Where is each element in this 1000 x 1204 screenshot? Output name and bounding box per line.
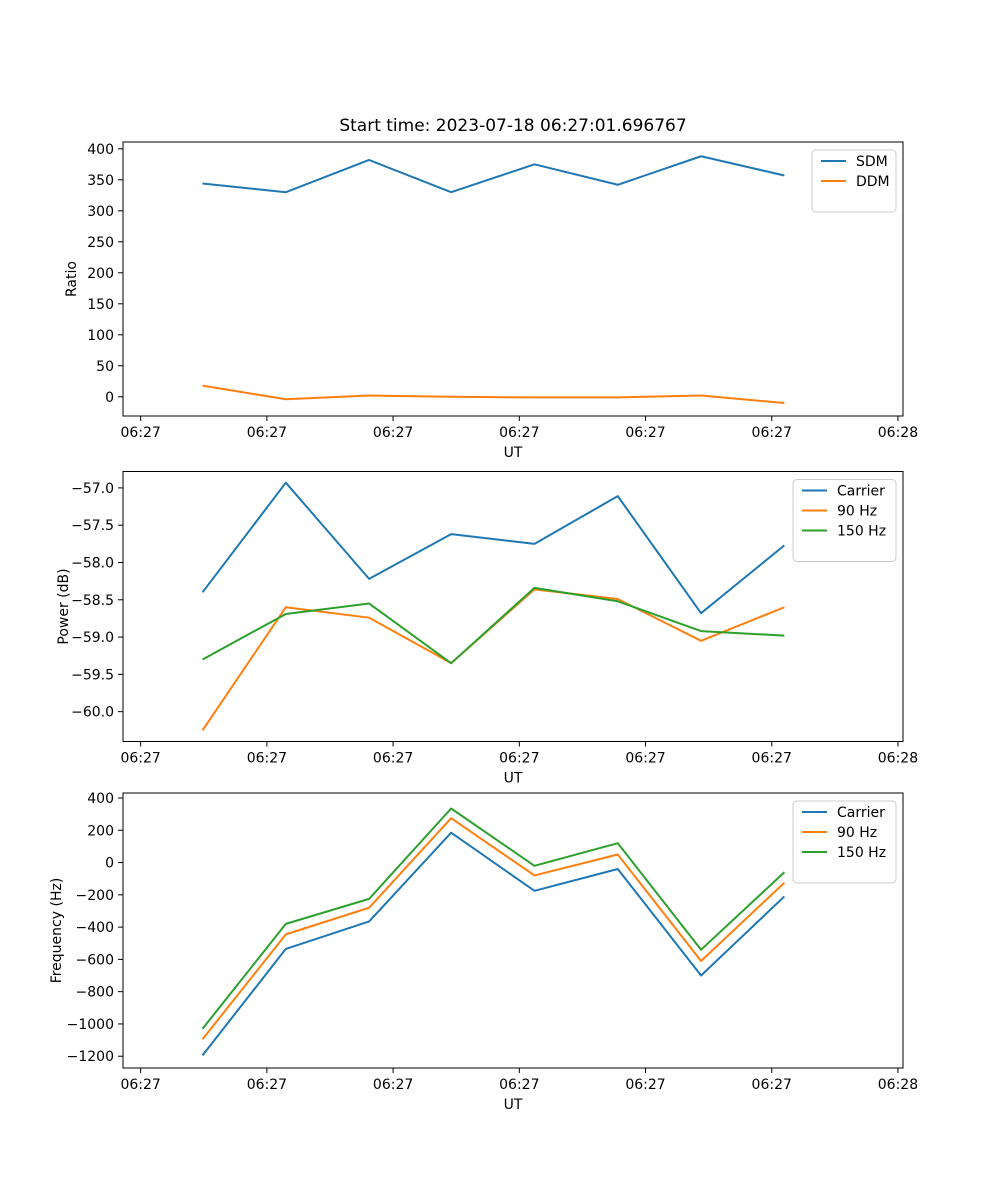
- y-tick-label-3: −200: [76, 888, 114, 904]
- axes-frame: [122, 141, 904, 417]
- x-tick-label-1: 06:27: [247, 425, 287, 441]
- x-tick-label-5: 06:27: [752, 425, 792, 441]
- x-tick-label-2: 06:27: [373, 1077, 413, 1093]
- 150-hz-line: [201, 807, 786, 1030]
- x-tick-label-4: 06:27: [625, 751, 665, 767]
- legend: SDM DDM: [811, 149, 897, 213]
- 90-hz-legend-label: 90 Hz: [837, 825, 877, 841]
- x-tick-label-6: 06:28: [878, 751, 918, 767]
- x-tick-label-0: 06:27: [120, 1077, 160, 1093]
- axes-frame: [122, 792, 904, 1069]
- 150-hz-line: [202, 586, 785, 665]
- chart-title: Start time: 2023-07-18 06:27:01.696767: [339, 116, 686, 136]
- y-tick-label-5: −59.5: [71, 667, 114, 683]
- x-axis-label: UT: [504, 445, 523, 461]
- y-tick-label-4: −59.0: [71, 630, 114, 646]
- y-tick-label-3: 150: [87, 297, 114, 313]
- x-tick-label-3: 06:27: [499, 751, 539, 767]
- sdm-legend-label: SDM: [856, 154, 888, 170]
- carrier-legend-label: Carrier: [837, 484, 885, 500]
- x-tick-label-3: 06:27: [499, 1077, 539, 1093]
- x-tick-label-6: 06:28: [878, 425, 918, 441]
- y-tick-label-6: −60.0: [71, 705, 114, 721]
- y-tick-label-2: 0: [105, 856, 114, 872]
- x-axis-label: UT: [504, 771, 523, 787]
- x-tick-label-5: 06:27: [752, 1077, 792, 1093]
- x-tick-label-6: 06:28: [878, 1077, 918, 1093]
- ddm-line: [202, 384, 785, 404]
- y-axis-label: Frequency (Hz): [49, 878, 65, 984]
- ddm-legend-label: DDM: [856, 174, 890, 190]
- carrier-line: [201, 481, 785, 615]
- 150-hz-legend-label: 150 Hz: [837, 524, 886, 540]
- x-tick-label-0: 06:27: [120, 751, 160, 767]
- x-tick-label-2: 06:27: [373, 751, 413, 767]
- y-tick-label-0: 0: [105, 390, 114, 406]
- x-tick-label-1: 06:27: [247, 1077, 287, 1093]
- y-tick-label-1: 50: [96, 359, 114, 375]
- y-tick-label-2: −58.0: [71, 555, 114, 571]
- legend-box: [792, 800, 897, 884]
- y-tick-label-4: −400: [76, 920, 114, 936]
- x-tick-label-1: 06:27: [247, 751, 287, 767]
- y-tick-label-8: 400: [87, 142, 114, 158]
- 90-hz-legend-label: 90 Hz: [837, 504, 877, 520]
- ratio-chart: Start time: 2023-07-18 06:27:01.696767 06…: [64, 116, 918, 461]
- x-axis-label: UT: [504, 1097, 523, 1113]
- x-tick-label-5: 06:27: [752, 751, 792, 767]
- carrier-legend-label: Carrier: [837, 805, 885, 821]
- y-axis-label: Ratio: [64, 261, 80, 297]
- legend-box: [811, 149, 897, 213]
- power-chart: 06:27 06:27 06:27 06:27 06:27 06:27 06:28 −57.0…: [56, 471, 918, 787]
- 150-hz-legend-label: 150 Hz: [837, 845, 886, 861]
- y-axis-label: Power (dB): [56, 568, 72, 644]
- x-tick-label-2: 06:27: [373, 425, 413, 441]
- 90-hz-line: [201, 817, 786, 1040]
- legend: Carrier 90 Hz 150 Hz: [792, 800, 897, 884]
- y-tick-label-3: −58.5: [71, 593, 114, 609]
- y-tick-label-4: 200: [87, 266, 114, 282]
- y-tick-label-0: −57.0: [71, 481, 114, 497]
- carrier-line: [201, 831, 786, 1057]
- legend: Carrier 90 Hz 150 Hz: [792, 479, 897, 562]
- y-tick-label-8: −1200: [67, 1049, 114, 1065]
- sdm-line: [202, 155, 785, 194]
- x-tick-label-4: 06:27: [625, 425, 665, 441]
- y-tick-label-0: 400: [87, 791, 114, 807]
- y-tick-label-6: −800: [76, 985, 114, 1001]
- y-tick-label-6: 300: [87, 204, 114, 220]
- x-tick-label-0: 06:27: [120, 425, 160, 441]
- x-tick-label-3: 06:27: [499, 425, 539, 441]
- frequency-chart: 06:27 06:27 06:27 06:27 06:27 06:27 06:28 400 20…: [49, 791, 918, 1113]
- legend-box: [792, 479, 897, 562]
- y-tick-label-1: −57.5: [71, 518, 114, 534]
- x-tick-label-4: 06:27: [625, 1077, 665, 1093]
- y-tick-label-2: 100: [87, 328, 114, 344]
- y-tick-label-5: 250: [87, 235, 114, 251]
- y-tick-label-5: −600: [76, 952, 114, 968]
- y-tick-label-1: 200: [87, 823, 114, 839]
- y-tick-label-7: −1000: [67, 1017, 114, 1033]
- y-tick-label-7: 350: [87, 173, 114, 189]
